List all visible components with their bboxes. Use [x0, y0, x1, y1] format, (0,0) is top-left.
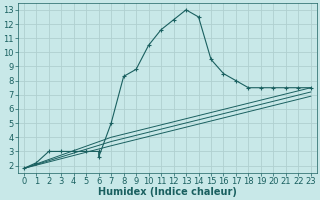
X-axis label: Humidex (Indice chaleur): Humidex (Indice chaleur): [98, 187, 237, 197]
